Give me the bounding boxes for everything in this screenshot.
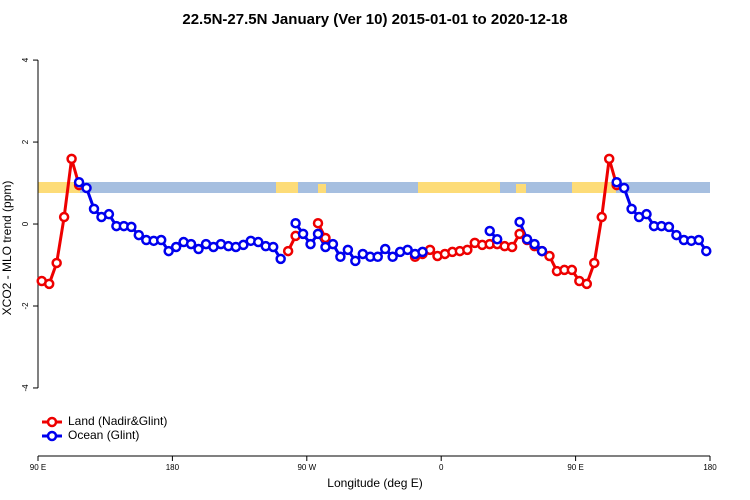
- land-band: [38, 182, 80, 193]
- point: [282, 245, 294, 257]
- y-tick-label: -4: [21, 384, 30, 392]
- point: [335, 251, 346, 263]
- point: [88, 203, 100, 215]
- land-band: [572, 182, 616, 193]
- legend-label: Land (Nadir&Glint): [68, 414, 167, 428]
- point: [671, 229, 682, 241]
- point: [58, 211, 70, 223]
- point: [663, 221, 675, 233]
- point: [238, 239, 249, 251]
- point: [305, 238, 316, 250]
- point: [327, 238, 339, 250]
- point: [566, 264, 578, 276]
- land-ocean-strip: [38, 182, 710, 193]
- point: [312, 217, 324, 229]
- point: [589, 257, 600, 269]
- point: [51, 257, 62, 269]
- y-axis-label: XCO2 - MLO trend (ppm): [0, 181, 14, 316]
- point: [603, 153, 615, 165]
- point: [387, 251, 398, 263]
- point: [312, 228, 324, 240]
- point: [693, 234, 705, 246]
- point: [626, 203, 637, 215]
- x-tick-label: 180: [166, 463, 180, 472]
- legend-label: Ocean (Glint): [68, 428, 139, 442]
- x-tick-label: 180: [703, 463, 717, 472]
- point: [701, 245, 712, 257]
- point: [611, 176, 622, 188]
- point: [484, 225, 495, 237]
- point: [253, 236, 264, 248]
- point: [170, 241, 182, 253]
- ocean-band: [38, 182, 710, 193]
- point: [521, 233, 533, 245]
- point: [81, 182, 92, 194]
- point: [126, 221, 137, 233]
- point: [544, 250, 555, 262]
- chart-title: 22.5N-27.5N January (Ver 10) 2015-01-01 …: [182, 11, 567, 28]
- legend-marker: [46, 416, 58, 428]
- point: [417, 246, 428, 258]
- y-tick-label: 0: [21, 221, 30, 226]
- point: [193, 243, 204, 255]
- point: [133, 229, 145, 241]
- point: [43, 278, 55, 290]
- land-band: [276, 182, 298, 193]
- land-band: [318, 184, 326, 193]
- x-tick-label: 0: [439, 463, 444, 472]
- legend-marker: [46, 430, 58, 442]
- point: [66, 153, 77, 165]
- y-tick-label: 2: [21, 139, 30, 144]
- point: [103, 208, 115, 220]
- x-tick-label: 90 W: [297, 463, 316, 472]
- y-tick-label: 4: [21, 57, 30, 62]
- point: [536, 245, 548, 257]
- point: [73, 176, 85, 188]
- point: [514, 228, 525, 240]
- point: [275, 253, 286, 265]
- point: [618, 182, 630, 194]
- point: [185, 238, 197, 250]
- point: [350, 255, 361, 267]
- series-line: [41, 158, 619, 286]
- point: [402, 244, 413, 256]
- point: [506, 241, 518, 253]
- x-tick-label: 90 E: [30, 463, 46, 472]
- point: [267, 241, 279, 253]
- point: [514, 216, 525, 228]
- point: [163, 245, 174, 257]
- point: [641, 208, 652, 220]
- land-band: [516, 184, 526, 193]
- point: [342, 244, 354, 256]
- point: [491, 233, 503, 245]
- point: [155, 234, 167, 246]
- point: [529, 238, 540, 250]
- point: [596, 211, 607, 223]
- point: [379, 243, 391, 255]
- point: [290, 217, 301, 229]
- point: [297, 228, 309, 240]
- point: [462, 244, 473, 256]
- x-axis-label: Longitude (deg E): [327, 476, 422, 490]
- point: [581, 278, 593, 290]
- y-tick-label: -2: [21, 302, 30, 310]
- point: [372, 251, 383, 263]
- x-tick-label: 90 E: [567, 463, 583, 472]
- land-band: [418, 182, 500, 193]
